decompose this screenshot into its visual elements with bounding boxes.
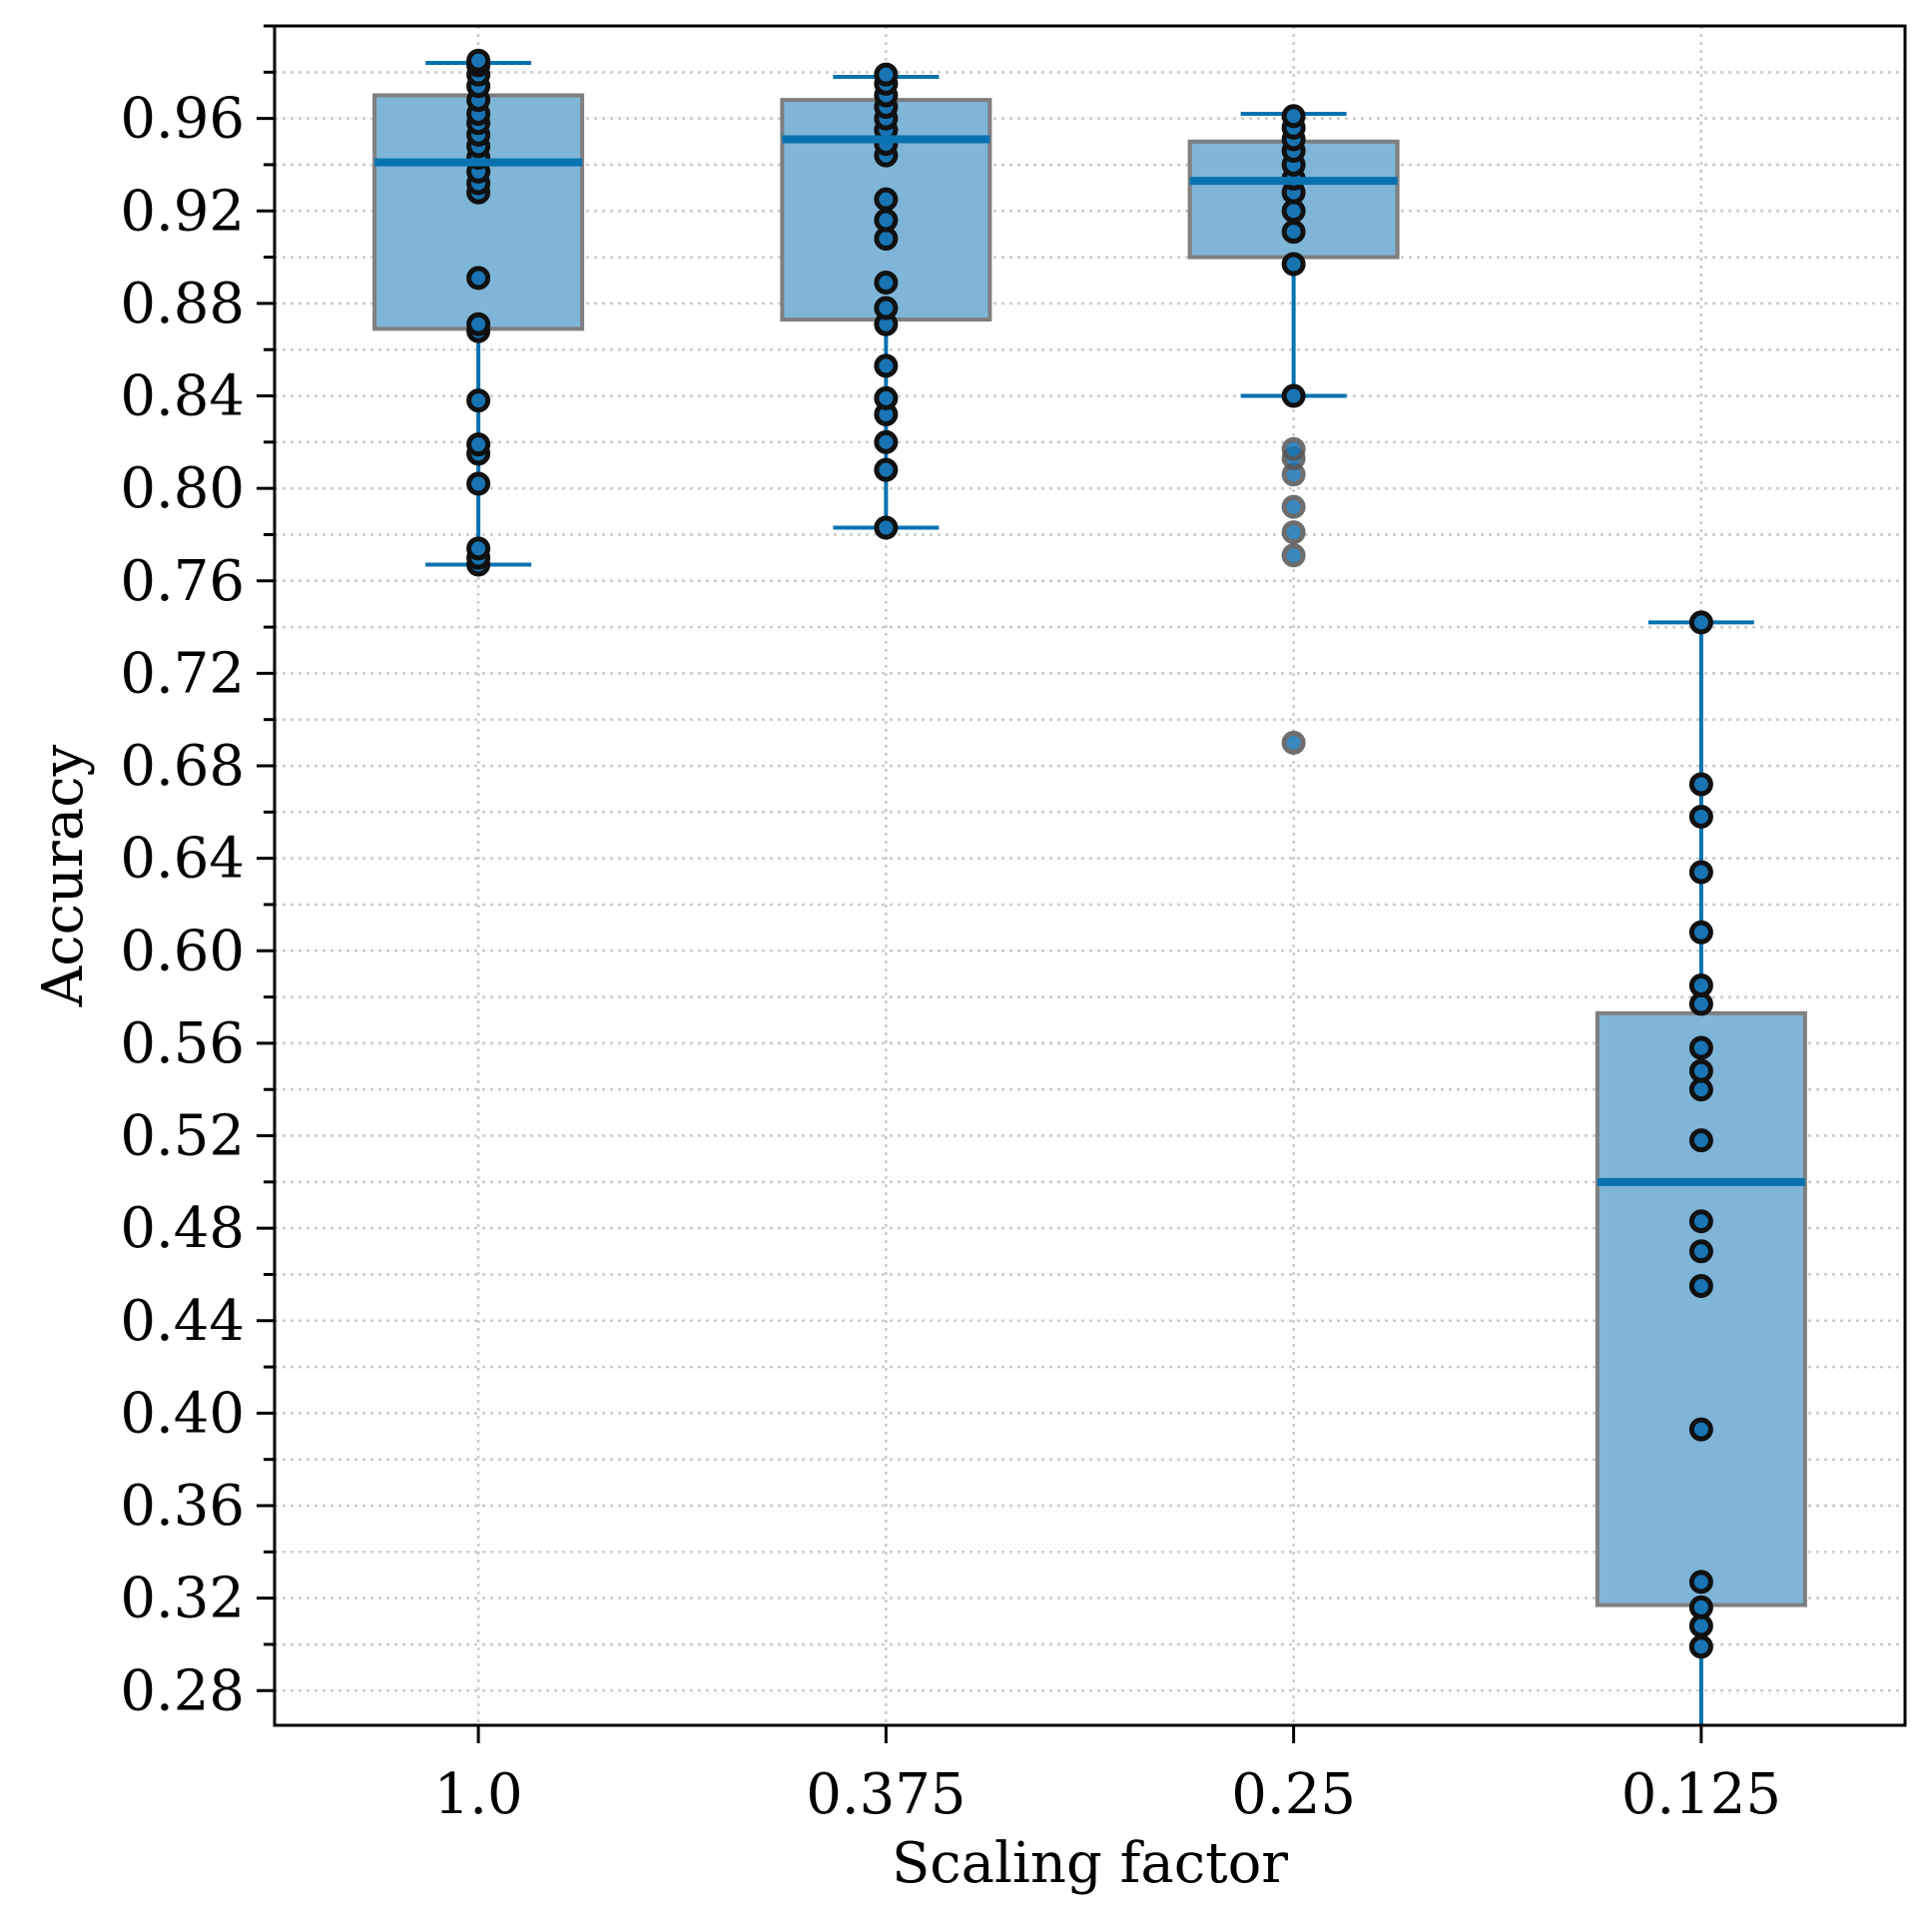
data-point: [1688, 1570, 1713, 1595]
data-point: [874, 457, 899, 482]
data-point: [1688, 1274, 1713, 1299]
data-point: [466, 388, 491, 413]
plot-frame: [273, 24, 1907, 1727]
data-point: [1688, 1058, 1713, 1083]
y-tick-label: 0.28: [120, 1658, 245, 1723]
data-point: [1688, 1239, 1713, 1264]
y-tick-label: 0.56: [120, 1011, 245, 1076]
data-point: [466, 536, 491, 561]
data-point: [874, 296, 899, 320]
data-point: [874, 187, 899, 212]
y-tick-label: 0.92: [120, 179, 245, 244]
y-tick-label: 0.72: [120, 641, 245, 706]
y-tick-label: 0.96: [120, 87, 245, 152]
points-group: [1688, 610, 1713, 1659]
data-point: [1281, 252, 1306, 277]
x-tick-label: 0.375: [806, 1762, 966, 1827]
data-point: [466, 471, 491, 496]
box-layer: [372, 61, 1807, 1725]
y-tick-label: 0.44: [120, 1289, 245, 1354]
data-point: [874, 208, 899, 233]
data-point: [1688, 972, 1713, 997]
x-axis-label: Scaling factor: [892, 1831, 1288, 1896]
y-tick-label: 0.76: [120, 549, 245, 614]
x-tick-label: 1.0: [434, 1762, 523, 1827]
data-point: [874, 429, 899, 454]
data-point: [1688, 1035, 1713, 1060]
data-point: [874, 385, 899, 410]
data-point: [1688, 1595, 1713, 1619]
data-point: [1688, 772, 1713, 797]
data-point: [466, 48, 491, 73]
x-tick-label: 0.25: [1231, 1762, 1356, 1827]
y-tick-label: 0.60: [120, 919, 245, 983]
outlier-point: [1281, 494, 1306, 519]
outlier-point: [1281, 436, 1306, 461]
data-point: [1688, 920, 1713, 945]
x-tick-label: 0.125: [1621, 1762, 1781, 1827]
y-tick-label: 0.40: [120, 1381, 245, 1446]
data-point: [1688, 1417, 1713, 1442]
points-group: [466, 48, 491, 577]
box-group: [1595, 620, 1807, 1725]
y-tick-label: 0.36: [120, 1474, 245, 1539]
y-tick-label: 0.64: [120, 827, 245, 892]
data-point: [1688, 860, 1713, 885]
data-point: [466, 266, 491, 291]
data-point: [874, 353, 899, 378]
y-tick-label: 0.32: [120, 1567, 245, 1631]
point-layer: [374, 48, 1805, 1659]
data-point: [874, 62, 899, 87]
outlier-point: [1281, 520, 1306, 545]
data-point: [1688, 1634, 1713, 1659]
data-point: [1281, 220, 1306, 245]
y-tick-label: 0.52: [120, 1104, 245, 1169]
data-point: [466, 312, 491, 336]
points-group: [1281, 104, 1306, 755]
data-point: [1688, 1128, 1713, 1153]
outlier-point: [1281, 730, 1306, 755]
box-iqr: [1595, 1010, 1807, 1607]
y-tick-label: 0.68: [120, 734, 245, 799]
data-point: [1688, 610, 1713, 635]
data-point: [1688, 804, 1713, 829]
y-tick-label: 0.48: [120, 1196, 245, 1261]
y-tick-label: 0.80: [120, 456, 245, 521]
y-tick-label: 0.84: [120, 364, 245, 429]
data-point: [1281, 383, 1306, 408]
outlier-point: [1281, 543, 1306, 568]
data-point: [1688, 1209, 1713, 1234]
data-point: [874, 515, 899, 540]
y-axis-label: Accuracy: [31, 744, 96, 1007]
data-point: [466, 432, 491, 457]
y-tick-label: 0.88: [120, 272, 245, 336]
axis-layer: 0.28 0.32 0.36 0.40 0.44 0.48 0.52 0.56 0.60 0.64…: [120, 24, 1781, 1827]
data-point: [874, 271, 899, 296]
data-point: [1281, 104, 1306, 129]
